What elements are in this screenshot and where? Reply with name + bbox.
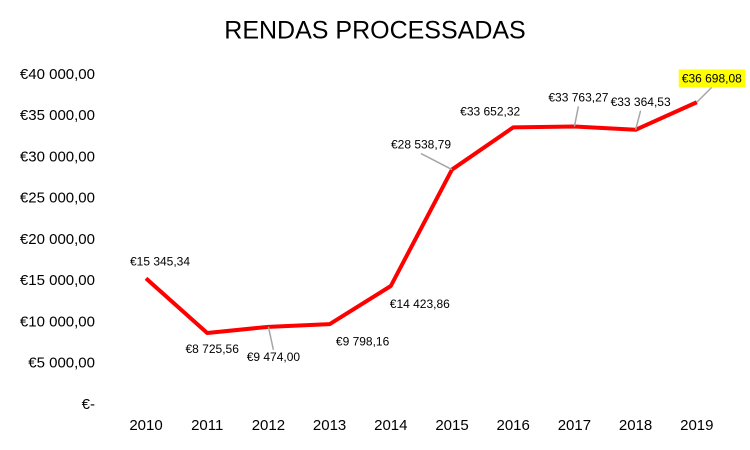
data-label: €33 763,27	[548, 91, 608, 105]
y-tick-label: €-	[82, 396, 95, 413]
x-tick-label: 2013	[313, 417, 346, 434]
x-tick-label: 2017	[558, 417, 591, 434]
x-tick-label: 2010	[129, 417, 162, 434]
y-tick-label: €15 000,00	[20, 272, 95, 289]
y-tick-label: €25 000,00	[20, 190, 95, 207]
y-tick-label: €40 000,00	[20, 66, 95, 83]
y-tick-label: €10 000,00	[20, 313, 95, 330]
leader-line	[696, 86, 713, 103]
data-label: €8 725,56	[186, 342, 240, 356]
y-tick-label: €5 000,00	[28, 355, 95, 372]
x-tick-label: 2016	[497, 417, 530, 434]
leader-line	[420, 152, 453, 171]
x-tick-label: 2011	[191, 417, 223, 434]
y-tick-label: €20 000,00	[20, 231, 95, 248]
data-label: €33 364,53	[611, 95, 671, 109]
label-highlight	[678, 69, 746, 88]
data-label: €9 798,16	[336, 334, 390, 348]
data-line	[144, 100, 698, 336]
x-tick-label: 2014	[374, 417, 407, 434]
x-tick-label: 2019	[680, 417, 713, 434]
y-tick-label: €30 000,00	[20, 148, 95, 165]
data-label: €14 423,86	[390, 297, 450, 311]
leader-line	[573, 106, 580, 127]
data-label: €28 538,79	[391, 138, 451, 152]
data-label: €15 345,34	[130, 255, 190, 269]
data-label: €33 652,32	[460, 105, 520, 119]
x-tick-label: 2012	[252, 417, 285, 434]
y-tick-label: €35 000,00	[20, 107, 95, 124]
leader-line	[267, 326, 275, 350]
leader-line	[634, 110, 642, 130]
x-tick-label: 2018	[619, 417, 652, 434]
data-label: €9 474,00	[247, 350, 301, 364]
x-tick-label: 2015	[435, 417, 468, 434]
chart-title: RENDAS PROCESSADAS	[224, 17, 525, 45]
data-label: €36 698,08	[682, 71, 742, 85]
